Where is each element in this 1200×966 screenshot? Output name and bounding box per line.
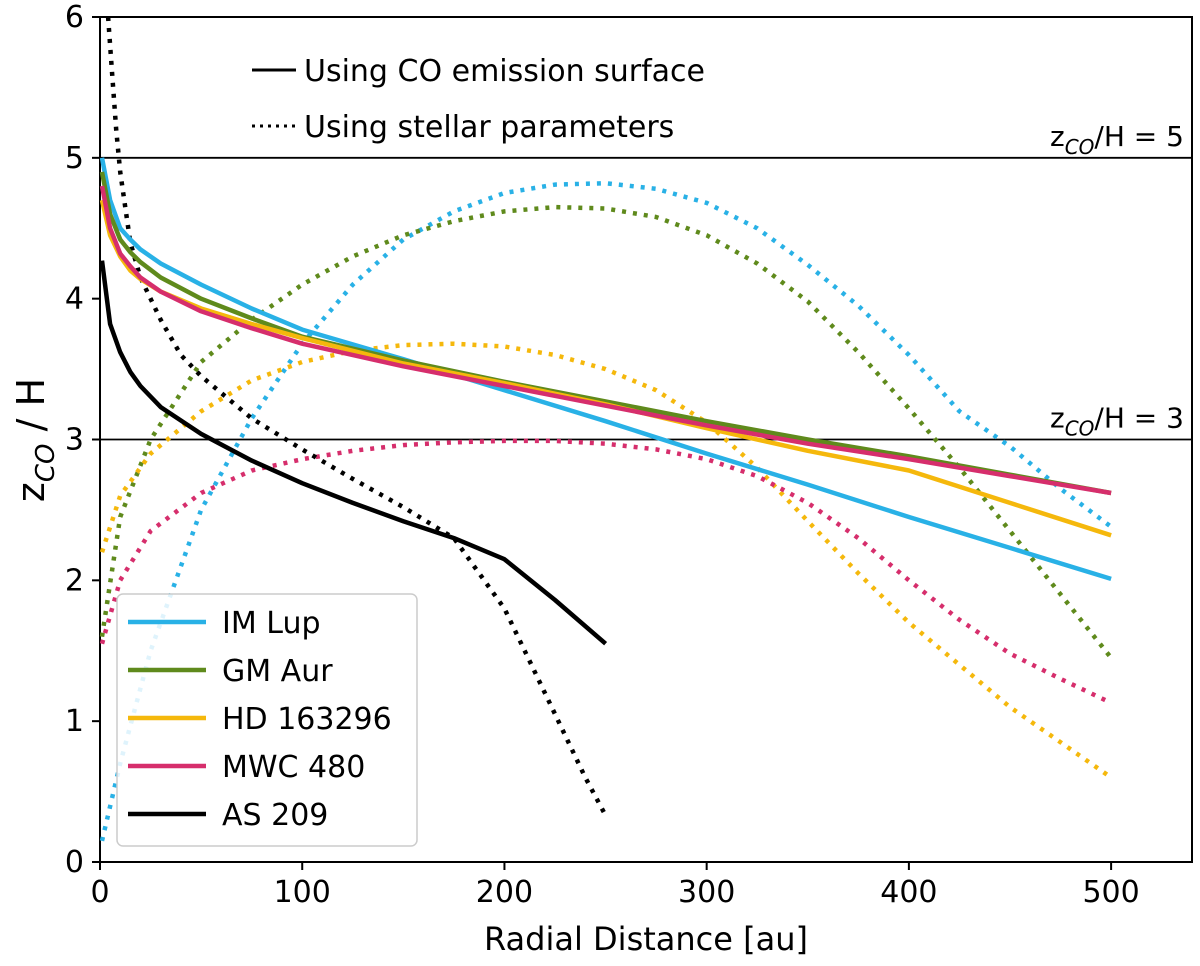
solid-line-im-lup [99,157,1112,582]
solid-line-gm-aur [99,171,1112,496]
x-tick-label-400: 400 [880,875,937,910]
y-tick-label-3: 3 [65,423,84,458]
y-tick-label-0: 0 [65,845,84,880]
dotted-line-gm-aur [99,204,1113,660]
dotted-line-mwc-480 [99,438,1113,705]
series-legend-box [116,593,418,847]
legend-label-hd-163296: HD 163296 [222,702,392,737]
x-tick-label-300: 300 [678,875,735,910]
x-tick-label-200: 200 [476,875,533,910]
legend-label-im-lup: IM Lup [222,606,321,641]
y-tick-label-5: 5 [65,141,84,176]
style-legend-dotted-label: Using stellar parameters [304,110,674,145]
y-tick-label-2: 2 [65,563,84,598]
solid-line-as-209 [99,260,608,646]
solid-line-hd-163296 [99,199,1112,538]
x-axis-title: Radial Distance [au] [484,920,808,958]
x-tick-label-500: 500 [1082,875,1139,910]
x-tick-label-100: 100 [274,875,331,910]
dotted-line-as-209 [105,16,608,817]
y-axis-title: zCO / H [9,378,61,502]
reference-label-5: zCO/H = 5 [1050,120,1184,159]
series-legend: IM Lup GM Aur HD 163296 MWC 480 AS 209 [116,593,418,847]
legend-label-as-209: AS 209 [222,798,328,833]
dotted-line-im-lup [99,180,1113,842]
legend-label-gm-aur: GM Aur [222,654,333,689]
style-legend-solid-label: Using CO emission surface [304,54,705,89]
y-tick-label-4: 4 [65,282,84,317]
legend-label-mwc-480: MWC 480 [222,750,365,785]
y-tick-label-1: 1 [65,704,84,739]
style-legend: Using CO emission surface Using stellar … [252,54,705,145]
solid-line-mwc-480 [99,185,1112,496]
y-tick-label-6: 6 [65,0,84,35]
reference-label-3: zCO/H = 3 [1050,402,1184,441]
x-tick-label-0: 0 [90,875,109,910]
